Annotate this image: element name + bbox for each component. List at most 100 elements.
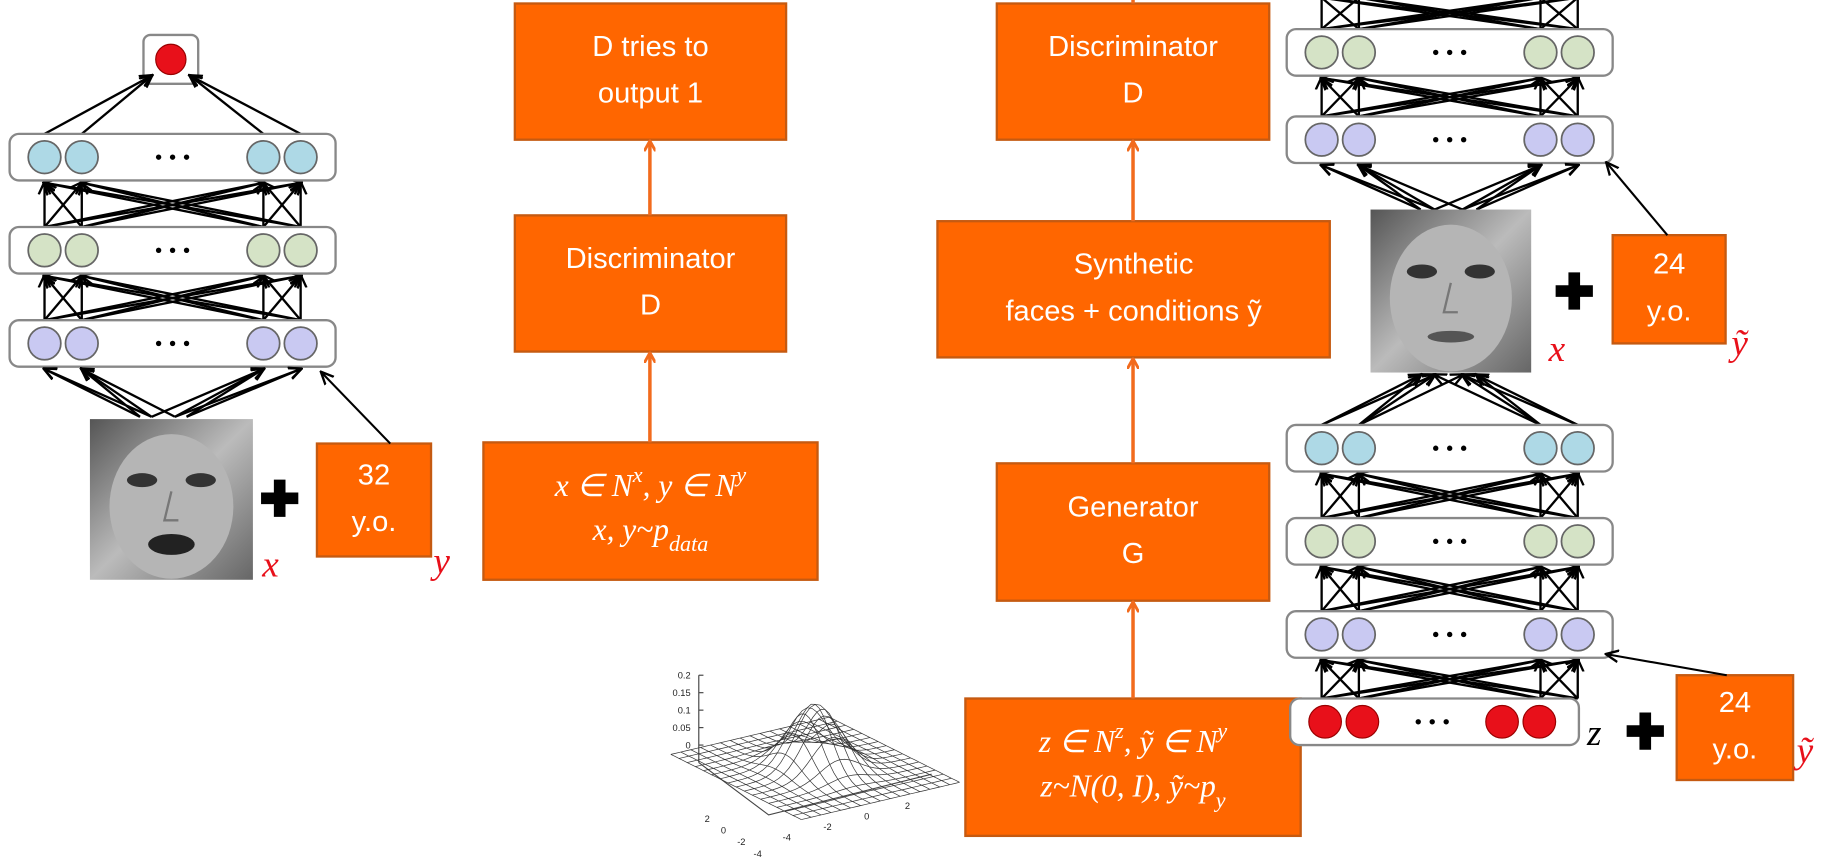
face-skin (109, 434, 233, 579)
box (965, 699, 1300, 836)
box-math: z ∈ Nz, ỹ ∈ Ny (1038, 718, 1228, 760)
label-x: x (1548, 329, 1566, 370)
dot (1461, 50, 1466, 55)
output-neuron (156, 44, 186, 74)
connection (190, 76, 263, 134)
z-tick-label: 0.1 (678, 706, 691, 716)
plus (261, 480, 298, 517)
neuron (247, 141, 280, 174)
math-part: x (632, 462, 643, 487)
mesh (777, 770, 935, 807)
box (937, 221, 1329, 357)
box-text: y.o. (1713, 734, 1758, 766)
box (997, 3, 1269, 139)
mesh (769, 766, 927, 803)
dot (1447, 632, 1452, 637)
y-tick-label: 2 (905, 801, 910, 811)
neuron (1524, 123, 1557, 156)
neuron (1305, 618, 1338, 651)
mesh (710, 745, 840, 810)
box-text: Synthetic (1074, 249, 1194, 281)
box-text: Generator (1068, 491, 1199, 523)
connection (152, 369, 264, 417)
dot (184, 341, 189, 346)
neuron (1524, 432, 1557, 465)
neuron (284, 141, 317, 174)
box-text: output 1 (598, 78, 703, 110)
math-part: y (734, 462, 746, 487)
dot (1433, 50, 1438, 55)
connection (82, 76, 152, 134)
noise-neuron (1309, 705, 1342, 738)
x-tick-label: -2 (737, 837, 745, 847)
box-text: y.o. (1647, 295, 1692, 327)
neuron (1343, 618, 1376, 651)
z-tick-label: 0.15 (673, 688, 691, 698)
eye (127, 473, 157, 487)
math-part: z (1114, 718, 1124, 743)
math-part: x, y~p (592, 512, 669, 547)
neuron (1524, 36, 1557, 69)
neuron (1343, 36, 1376, 69)
box-text: D (640, 289, 661, 321)
x-tick-label: -4 (754, 849, 762, 858)
neuron (1305, 432, 1338, 465)
box (997, 463, 1269, 600)
box-text: Discriminator (1048, 31, 1218, 63)
label-y-tilde: ỹ (1727, 323, 1749, 364)
dot (156, 154, 161, 159)
neuron (1305, 36, 1338, 69)
mesh (744, 716, 902, 791)
box (515, 3, 786, 139)
neuron (1561, 432, 1594, 465)
dot (1461, 137, 1466, 142)
label-z: z (1586, 713, 1602, 754)
neuron (1561, 123, 1594, 156)
eye (186, 473, 216, 487)
dot (1430, 719, 1435, 724)
neuron (1305, 123, 1338, 156)
dot (184, 154, 189, 159)
dot (1447, 446, 1452, 451)
dot (1416, 719, 1421, 724)
dot (1461, 632, 1466, 637)
eye (1407, 265, 1437, 279)
math-part: z~N(0, I), ỹ~p (1039, 769, 1215, 804)
neuron (28, 327, 61, 360)
dot (1433, 446, 1438, 451)
box-text: 32 (358, 459, 390, 491)
box-text: faces + conditions ỹ (1005, 295, 1262, 327)
neuron (1524, 525, 1557, 558)
neuron (1561, 525, 1594, 558)
x-tick-label: 0 (721, 826, 726, 836)
pointer-arrow (322, 373, 391, 444)
page: {"left":{"age":["32","y.o."],"image_labe… (0, 0, 1826, 858)
dot (170, 154, 175, 159)
neuron (65, 327, 98, 360)
diagram: 32y.o.xyD tries tooutput 1DiscriminatorD… (0, 0, 1826, 858)
z-tick-label: 0.2 (678, 671, 691, 681)
connection (187, 369, 264, 417)
neuron (1524, 618, 1557, 651)
neuron (1305, 525, 1338, 558)
label-x: x (261, 544, 279, 585)
math-part: , y ∈ N (643, 468, 739, 503)
label-y-tilde: ỹ (1793, 731, 1815, 772)
neuron (284, 234, 317, 267)
math-part: z ∈ N (1038, 724, 1117, 759)
dot (1461, 539, 1466, 544)
math-part: y (1215, 718, 1227, 743)
neuron (247, 327, 280, 360)
box-text: y.o. (352, 506, 397, 538)
connection (190, 76, 301, 134)
neuron (247, 234, 280, 267)
pointer-arrow (1607, 654, 1727, 675)
dot (1433, 137, 1438, 142)
dot (1433, 632, 1438, 637)
math-part: x ∈ N (554, 468, 635, 503)
mesh (819, 719, 949, 784)
neuron (1561, 618, 1594, 651)
mesh (687, 725, 845, 762)
label-y: y (429, 541, 450, 582)
noise-neuron (1486, 705, 1519, 738)
